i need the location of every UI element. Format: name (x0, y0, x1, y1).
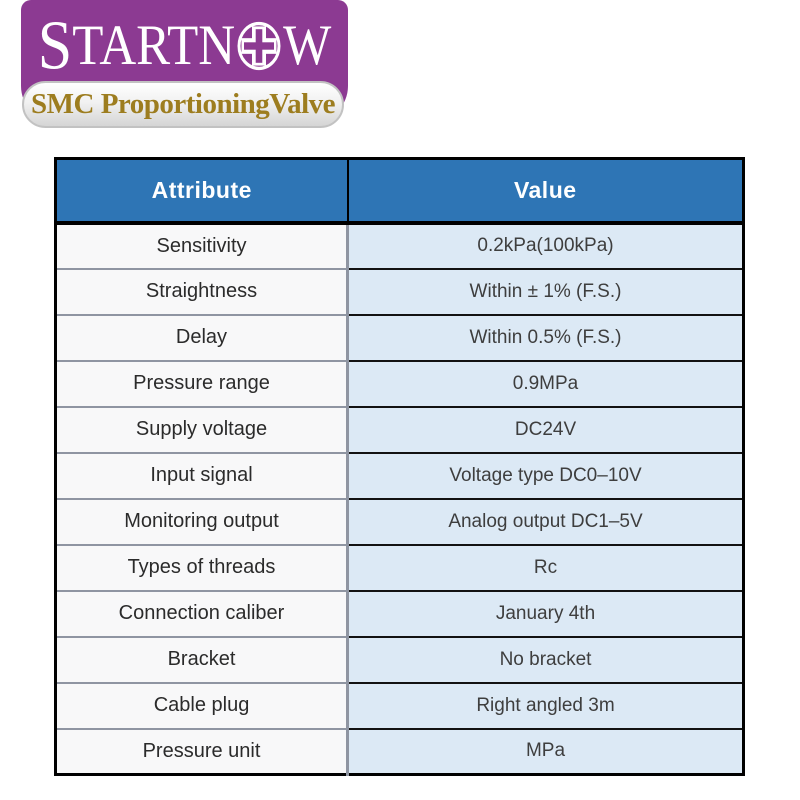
brand-initial: S (37, 7, 73, 85)
brand-end: W (283, 14, 332, 77)
value-cell: January 4th (347, 589, 744, 637)
spec-row: Delay Within 0.5% (F.S.) (55, 313, 744, 361)
value-cell: Within ± 1% (F.S.) (347, 267, 744, 315)
value-cell: Analog output DC1–5V (347, 497, 744, 545)
spec-row: Types of threads Rc (55, 543, 744, 591)
attribute-column-header: Attribute (55, 158, 349, 225)
spec-row: Pressure unit MPa (55, 727, 744, 775)
spec-row: Pressure range 0.9MPa (55, 359, 744, 407)
attribute-cell: Bracket (55, 635, 349, 683)
spec-row: Sensitivity 0.2kPa(100kPa) (55, 222, 744, 269)
value-cell: 0.9MPa (347, 359, 744, 407)
spec-row: Input signal Voltage type DC0–10V (55, 451, 744, 499)
value-cell: Right angled 3m (347, 681, 744, 729)
brand-wordmark: S TARTN W (21, 10, 348, 82)
attribute-cell: Straightness (55, 267, 349, 315)
attribute-cell: Supply voltage (55, 405, 349, 453)
attribute-cell: Cable plug (55, 681, 349, 729)
header-row: Attribute Value (55, 158, 744, 225)
spec-row: Supply voltage DC24V (55, 405, 744, 453)
spec-row: Cable plug Right angled 3m (55, 681, 744, 729)
attribute-cell: Types of threads (55, 543, 349, 591)
attribute-cell: Monitoring output (55, 497, 349, 545)
attribute-cell: Sensitivity (55, 222, 349, 269)
value-column-header: Value (347, 158, 744, 225)
brand-middle: TARTN (72, 14, 236, 77)
brand-logo: S TARTN W SMC ProportioningValve (0, 0, 400, 140)
product-tagline: SMC ProportioningValve (31, 88, 336, 120)
attribute-cell: Pressure unit (55, 727, 349, 775)
attribute-cell: Pressure range (55, 359, 349, 407)
globe-o-icon (236, 20, 282, 72)
value-cell: MPa (347, 727, 744, 775)
spec-row: Straightness Within ± 1% (F.S.) (55, 267, 744, 315)
spec-table: Attribute Value Sensitivity 0.2kPa(100kPa… (54, 157, 745, 776)
spec-row: Connection caliber January 4th (55, 589, 744, 637)
value-cell: No bracket (347, 635, 744, 683)
value-cell: Rc (347, 543, 744, 591)
spec-row: Monitoring output Analog output DC1–5V (55, 497, 744, 545)
value-cell: DC24V (347, 405, 744, 453)
attribute-cell: Input signal (55, 451, 349, 499)
attribute-cell: Connection caliber (55, 589, 349, 637)
value-cell: Within 0.5% (F.S.) (347, 313, 744, 361)
attribute-cell: Delay (55, 313, 349, 361)
value-cell: 0.2kPa(100kPa) (347, 222, 744, 269)
product-tagline-pill: SMC ProportioningValve (22, 81, 344, 128)
spec-row: Bracket No bracket (55, 635, 744, 683)
value-cell: Voltage type DC0–10V (347, 451, 744, 499)
